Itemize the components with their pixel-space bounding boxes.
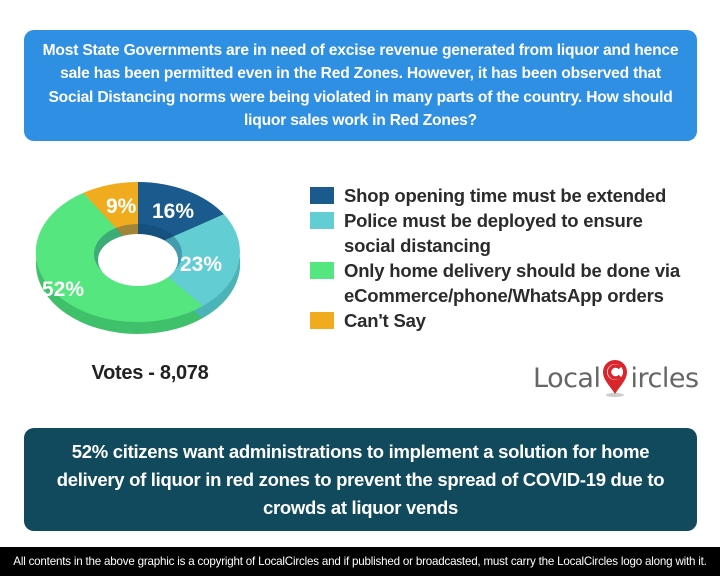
donut-chart-graphic [35, 182, 241, 334]
localcircles-logo: Local ircles [533, 358, 699, 398]
map-pin-icon [603, 360, 628, 397]
legend-swatch [310, 187, 334, 204]
donut-chart: 16% 23% 52% 9% [30, 178, 250, 343]
legend-label: Police must be deployed to ensure social… [344, 210, 643, 256]
legend-swatch [310, 312, 334, 329]
legend-swatch [310, 212, 334, 229]
copyright-footer: All contents in the above graphic is a c… [0, 547, 720, 576]
votes-count: Votes - 8,078 [91, 362, 209, 384]
logo-text-right: ircles [630, 362, 699, 394]
legend-label: Only home delivery should be done via eC… [344, 260, 680, 306]
legend-item-home-delivery: Only home delivery should be done via eC… [310, 258, 710, 308]
slice-label-cant-say: 9% [106, 195, 137, 218]
legend-label: Can't Say [344, 310, 426, 331]
logo-text-left: Local [533, 362, 601, 394]
legend-item-police: Police must be deployed to ensure social… [310, 208, 710, 258]
key-finding-banner: 52% citizens want administrations to imp… [24, 428, 697, 531]
question-banner: Most State Governments are in need of ex… [24, 30, 697, 141]
slice-label-shop-opening: 16% [152, 200, 195, 223]
legend-label: Shop opening time must be extended [344, 185, 667, 206]
chart-legend: Shop opening time must be extended Polic… [310, 183, 710, 333]
question-text: Most State Governments are in need of ex… [42, 41, 679, 130]
slice-label-home-delivery: 52% [42, 278, 85, 301]
slice-label-police: 23% [180, 253, 223, 276]
copyright-text: All contents in the above graphic is a c… [13, 555, 707, 568]
legend-item-shop-opening: Shop opening time must be extended [310, 183, 710, 208]
key-finding-text: 52% citizens want administrations to imp… [56, 440, 665, 518]
legend-item-cant-say: Can't Say [310, 308, 710, 333]
legend-swatch [310, 262, 334, 279]
